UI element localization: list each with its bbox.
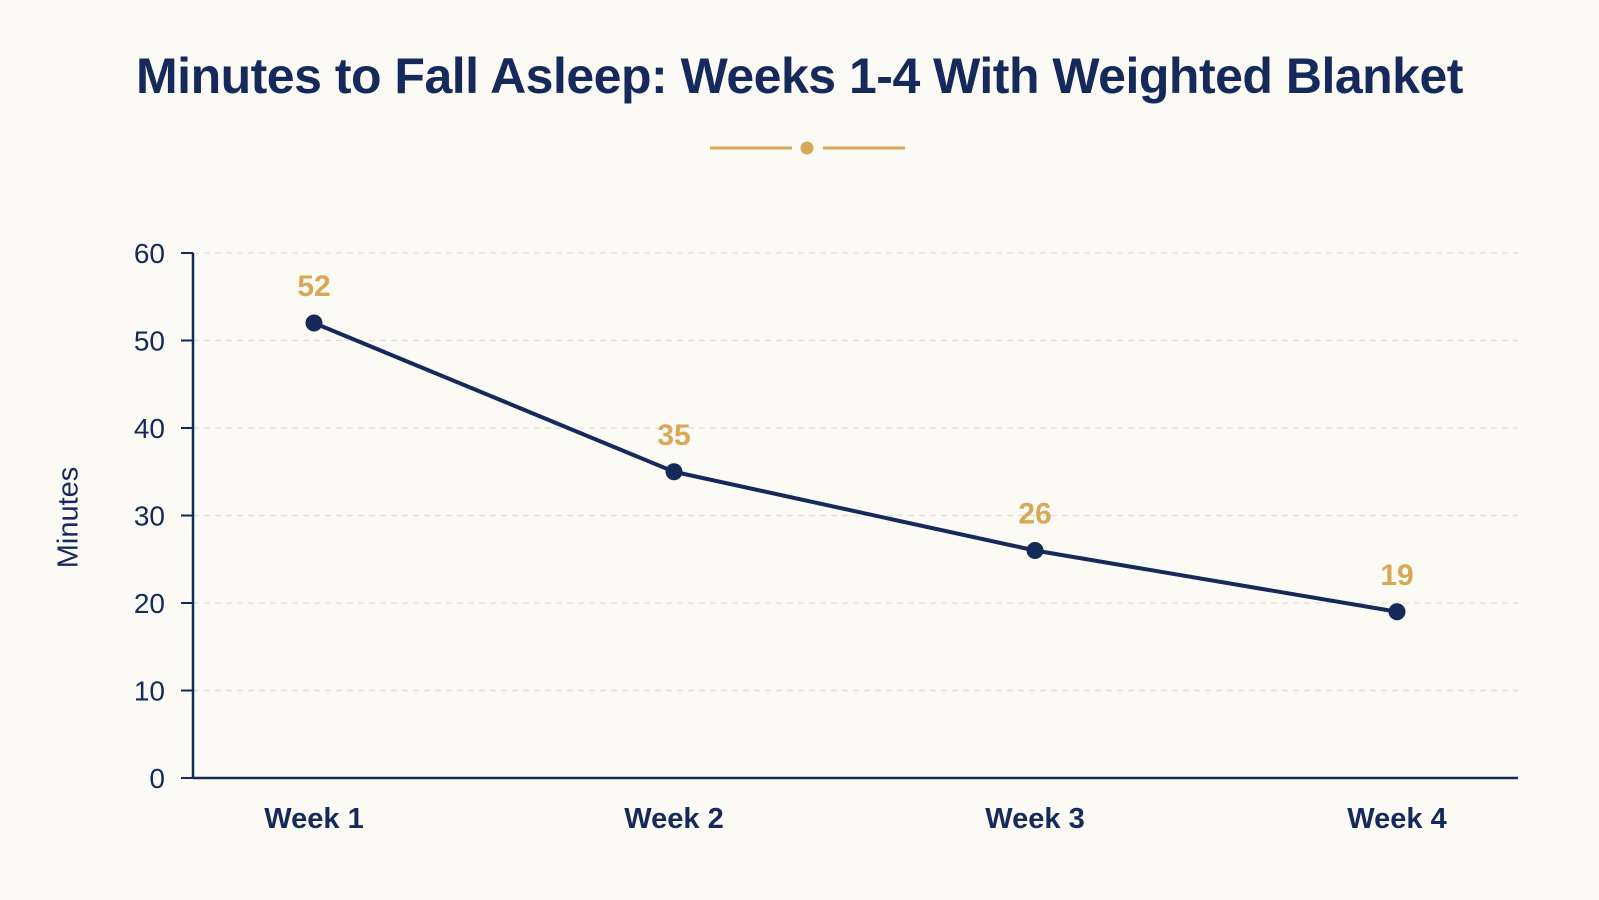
y-tick-label: 10 (134, 676, 165, 707)
data-label: 52 (297, 270, 330, 303)
y-tick-label: 30 (134, 501, 165, 532)
x-tick-label: Week 1 (264, 803, 363, 835)
data-point (1026, 542, 1044, 559)
data-labels: 52 35 26 19 (297, 270, 1413, 592)
x-tick-labels: Week 1 Week 2 Week 3 Week 4 (264, 803, 1446, 835)
data-label: 35 (657, 419, 690, 452)
y-tick-label: 40 (134, 413, 165, 444)
y-tick-label: 20 (134, 588, 165, 619)
axes (181, 252, 1518, 780)
data-label: 19 (1380, 559, 1413, 592)
y-tick-label: 0 (149, 763, 165, 794)
ornament-dot (800, 141, 814, 155)
data-point (305, 314, 323, 332)
x-tick-label: Week 4 (1347, 803, 1446, 835)
y-tick-label: 60 (134, 238, 165, 269)
y-tick-labels: 0 10 20 30 40 50 60 (134, 238, 165, 794)
x-tick-label: Week 2 (624, 803, 723, 835)
x-tick-label: Week 3 (985, 803, 1084, 835)
data-points (305, 314, 1406, 621)
y-axis-title: Minutes (53, 467, 85, 569)
gridlines (193, 252, 1518, 692)
title-ornament (710, 141, 905, 155)
series-line-path (312, 321, 1399, 614)
data-point (1388, 603, 1406, 621)
series-line (312, 321, 1399, 614)
chart-title: Minutes to Fall Asleep: Weeks 1-4 With W… (136, 48, 1463, 104)
y-tick-label: 50 (134, 326, 165, 357)
data-label: 26 (1018, 498, 1051, 531)
data-point (665, 463, 683, 481)
